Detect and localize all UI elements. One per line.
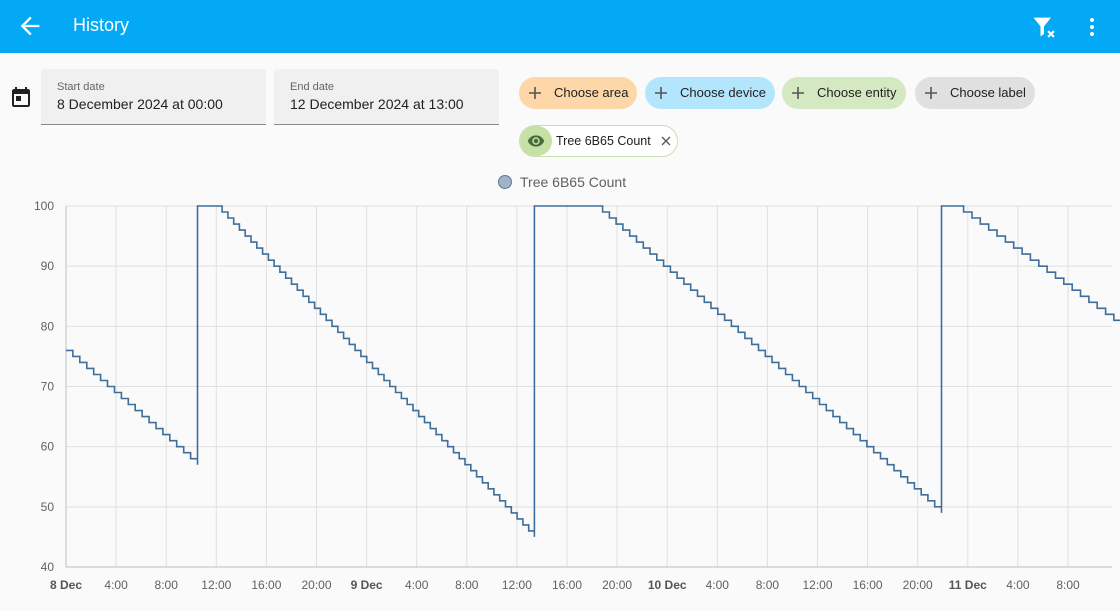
y-tick-label: 40 [41,560,55,574]
start-date-label: Start date [57,81,105,93]
x-tick-label: 8:00 [155,578,179,592]
legend-label: Tree 6B65 Count [520,174,627,190]
plus-icon [529,87,541,99]
page-title: History [73,15,130,35]
choose-label-label: Choose label [950,85,1026,100]
plus-icon [655,87,667,99]
y-tick-label: 60 [41,440,55,454]
y-tick-label: 80 [41,319,55,333]
y-tick-label: 70 [41,380,55,394]
x-tick-label: 4:00 [104,578,128,592]
choose-entity-label: Choose entity [817,85,897,100]
selected-entity-label: Tree 6B65 Count [556,134,651,148]
choose-area-label: Choose area [554,85,629,100]
start-date-value: 8 December 2024 at 00:00 [57,96,223,112]
calendar-icon[interactable] [9,85,33,109]
eye-icon [527,135,545,147]
plus-icon [792,87,804,99]
x-tick-label: 8:00 [455,578,479,592]
app-toolbar: History [0,0,1120,53]
dots-vertical-icon[interactable] [1080,13,1104,41]
y-tick-label: 50 [41,500,55,514]
filter-remove-icon[interactable] [1030,13,1058,41]
series-line-tree-6b65-count [66,205,1120,537]
selected-entity-chip[interactable]: Tree 6B65 Count [519,125,678,157]
arrow-left-icon[interactable] [16,12,44,40]
end-date-label: End date [290,81,335,93]
x-tick-label: 4:00 [1006,578,1030,592]
x-tick-label: 9 Dec [351,578,383,592]
plus-icon [925,87,937,99]
choose-area-chip[interactable]: Choose area [519,77,637,109]
end-date-field[interactable]: End date 12 December 2024 at 13:00 [274,69,499,125]
x-tick-label: 8:00 [1056,578,1080,592]
choose-label-chip[interactable]: Choose label [915,77,1035,109]
x-tick-label: 20:00 [602,578,632,592]
x-tick-label: 8:00 [756,578,780,592]
history-chart: 100 90 80 70 60 50 40 8 Dec 4:00 8:00 12:00 16:00 20… [34,199,1120,592]
x-tick-label: 20:00 [903,578,933,592]
entity-avatar [520,126,552,156]
x-tick-label: 12:00 [502,578,532,592]
x-tick-label: 8 Dec [50,578,82,592]
end-date-value: 12 December 2024 at 13:00 [290,96,464,112]
remove-icon[interactable] [660,135,672,147]
x-tick-label: 11 Dec [949,578,987,592]
y-tick-label: 90 [41,259,55,273]
x-tick-label: 10 Dec [648,578,687,592]
legend-swatch [498,175,512,189]
x-tick-label: 16:00 [853,578,883,592]
choose-device-chip[interactable]: Choose device [645,77,775,109]
x-tick-label: 12:00 [201,578,231,592]
x-tick-label: 12:00 [802,578,832,592]
y-tick-label: 100 [34,199,54,213]
x-tick-label: 4:00 [405,578,429,592]
start-date-field[interactable]: Start date 8 December 2024 at 00:00 [41,69,266,125]
x-tick-label: 4:00 [706,578,730,592]
x-tick-label: 16:00 [552,578,582,592]
x-tick-label: 20:00 [301,578,331,592]
choose-entity-chip[interactable]: Choose entity [782,77,906,109]
x-tick-label: 16:00 [251,578,281,592]
choose-device-label: Choose device [680,85,766,100]
